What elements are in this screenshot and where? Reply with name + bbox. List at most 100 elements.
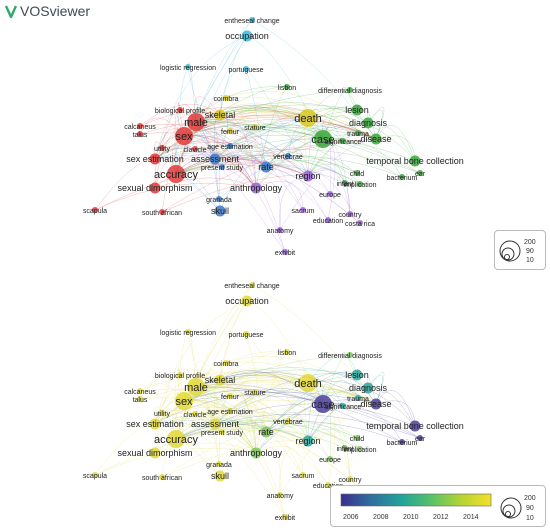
node-occupation[interactable] xyxy=(241,295,253,307)
node-stature[interactable] xyxy=(252,124,258,130)
term-label-country[interactable]: country xyxy=(339,477,362,484)
node-femur[interactable] xyxy=(227,128,233,134)
node-bacterium[interactable] xyxy=(399,439,405,445)
term-label-education[interactable]: education xyxy=(313,218,343,225)
term-label-education[interactable]: education xyxy=(313,483,343,490)
node-utility[interactable] xyxy=(159,410,165,416)
term-label-disease[interactable]: disease xyxy=(360,399,391,409)
term-label-europe[interactable]: europe xyxy=(319,192,341,199)
term-label-trauma[interactable]: trauma xyxy=(347,396,369,403)
node-implication[interactable] xyxy=(357,181,363,187)
node-male[interactable] xyxy=(187,378,205,396)
term-label-region[interactable]: region xyxy=(295,436,320,446)
term-label-clavicle[interactable]: clavicle xyxy=(184,147,207,154)
term-label-diagnosis[interactable]: diagnosis xyxy=(349,118,388,128)
node-biological-profile[interactable] xyxy=(177,107,183,113)
node-significance[interactable] xyxy=(340,403,346,409)
node-case[interactable] xyxy=(314,395,332,413)
term-label-age-estimation[interactable]: age estimation xyxy=(207,409,253,416)
term-label-sex[interactable]: sex xyxy=(175,396,193,408)
node-country[interactable] xyxy=(347,211,353,217)
term-label-death[interactable]: death xyxy=(294,378,322,390)
term-label-anatomy[interactable]: anatomy xyxy=(267,228,294,235)
node-sex[interactable] xyxy=(175,392,193,410)
node-sexual-dimorphism[interactable] xyxy=(149,447,161,459)
term-label-ear[interactable]: ear xyxy=(415,436,426,443)
term-label-case[interactable]: case xyxy=(311,399,334,411)
term-label-ear[interactable]: ear xyxy=(415,171,426,178)
term-label-costa-rica[interactable]: costa rica xyxy=(345,221,375,228)
node-diagnosis[interactable] xyxy=(362,117,374,129)
node-europe[interactable] xyxy=(327,456,333,462)
node-trauma[interactable] xyxy=(355,130,361,136)
term-label-implication[interactable]: implication xyxy=(343,182,376,189)
node-infant[interactable] xyxy=(342,445,348,451)
term-label-assessment[interactable]: assessment xyxy=(191,154,240,164)
node-entheseal-change[interactable] xyxy=(249,282,255,288)
term-label-talus[interactable]: talus xyxy=(133,132,148,139)
node-granada[interactable] xyxy=(216,196,222,202)
node-implication[interactable] xyxy=(357,446,363,452)
node-anatomy[interactable] xyxy=(277,492,283,498)
term-label-utility[interactable]: utility xyxy=(154,146,170,153)
node-infant[interactable] xyxy=(342,180,348,186)
node-skeletal[interactable] xyxy=(214,109,226,121)
term-label-male[interactable]: male xyxy=(184,117,208,129)
node-trauma[interactable] xyxy=(355,395,361,401)
term-label-bacterium[interactable]: bacterium xyxy=(387,175,418,182)
node-region[interactable] xyxy=(302,435,314,447)
term-label-anthropology[interactable]: anthropology xyxy=(230,183,283,193)
node-differential-diagnosis[interactable] xyxy=(347,352,353,358)
node-region[interactable] xyxy=(302,170,314,182)
node-assessment[interactable] xyxy=(209,418,221,430)
node-talus[interactable] xyxy=(137,131,143,137)
node-education[interactable] xyxy=(325,482,331,488)
term-label-significance[interactable]: significance xyxy=(325,139,362,146)
node-logistic-regression[interactable] xyxy=(185,329,191,335)
node-disease[interactable] xyxy=(370,133,382,145)
term-label-diagnosis[interactable]: diagnosis xyxy=(349,383,388,393)
node-education[interactable] xyxy=(325,217,331,223)
term-label-talus[interactable]: talus xyxy=(133,397,148,404)
network-cluster-view[interactable]: entheseal change occupation logistic regre… xyxy=(0,0,550,265)
node-accuracy[interactable] xyxy=(167,430,185,448)
node-europe[interactable] xyxy=(327,191,333,197)
term-label-coimbra[interactable]: coimbra xyxy=(214,96,239,103)
term-label-stature[interactable]: stature xyxy=(244,390,266,397)
node-significance[interactable] xyxy=(340,138,346,144)
term-label-anatomy[interactable]: anatomy xyxy=(267,493,294,500)
term-label-europe[interactable]: europe xyxy=(319,457,341,464)
node-temporal-bone-collection[interactable] xyxy=(409,155,421,167)
term-label-region[interactable]: region xyxy=(295,171,320,181)
term-label-south-african[interactable]: south african xyxy=(142,210,182,217)
node-anthropology[interactable] xyxy=(250,447,262,459)
node-coimbra[interactable] xyxy=(223,95,229,101)
node-lisbon[interactable] xyxy=(284,349,290,355)
node-scapula[interactable] xyxy=(92,472,98,478)
term-label-rate[interactable]: rate xyxy=(258,162,274,172)
term-label-portuguese[interactable]: portuguese xyxy=(228,67,263,74)
term-label-sex-estimation[interactable]: sex estimation xyxy=(126,419,184,429)
node-clavicle[interactable] xyxy=(192,411,198,417)
node-death[interactable] xyxy=(299,374,317,392)
term-label-accuracy[interactable]: accuracy xyxy=(154,169,199,181)
node-male[interactable] xyxy=(187,113,205,131)
term-label-lisbon[interactable]: lisbon xyxy=(278,85,296,92)
node-vertebrae[interactable] xyxy=(285,153,291,159)
node-stature[interactable] xyxy=(252,389,258,395)
term-label-sexual-dimorphism[interactable]: sexual dimorphism xyxy=(117,183,192,193)
node-costa-rica[interactable] xyxy=(357,220,363,226)
node-assessment[interactable] xyxy=(209,153,221,165)
node-scapula[interactable] xyxy=(92,207,98,213)
node-accuracy[interactable] xyxy=(167,165,185,183)
term-label-significance[interactable]: significance xyxy=(325,404,362,411)
term-label-implication[interactable]: implication xyxy=(343,447,376,454)
term-label-infant[interactable]: infant xyxy=(336,446,353,453)
term-label-skull[interactable]: skull xyxy=(211,206,229,216)
node-sexual-dimorphism[interactable] xyxy=(149,182,161,194)
node-skeletal[interactable] xyxy=(214,374,226,386)
term-label-lisbon[interactable]: lisbon xyxy=(278,350,296,357)
term-label-scapula[interactable]: scapula xyxy=(83,208,107,215)
node-lisbon[interactable] xyxy=(284,84,290,90)
term-label-scapula[interactable]: scapula xyxy=(83,473,107,480)
